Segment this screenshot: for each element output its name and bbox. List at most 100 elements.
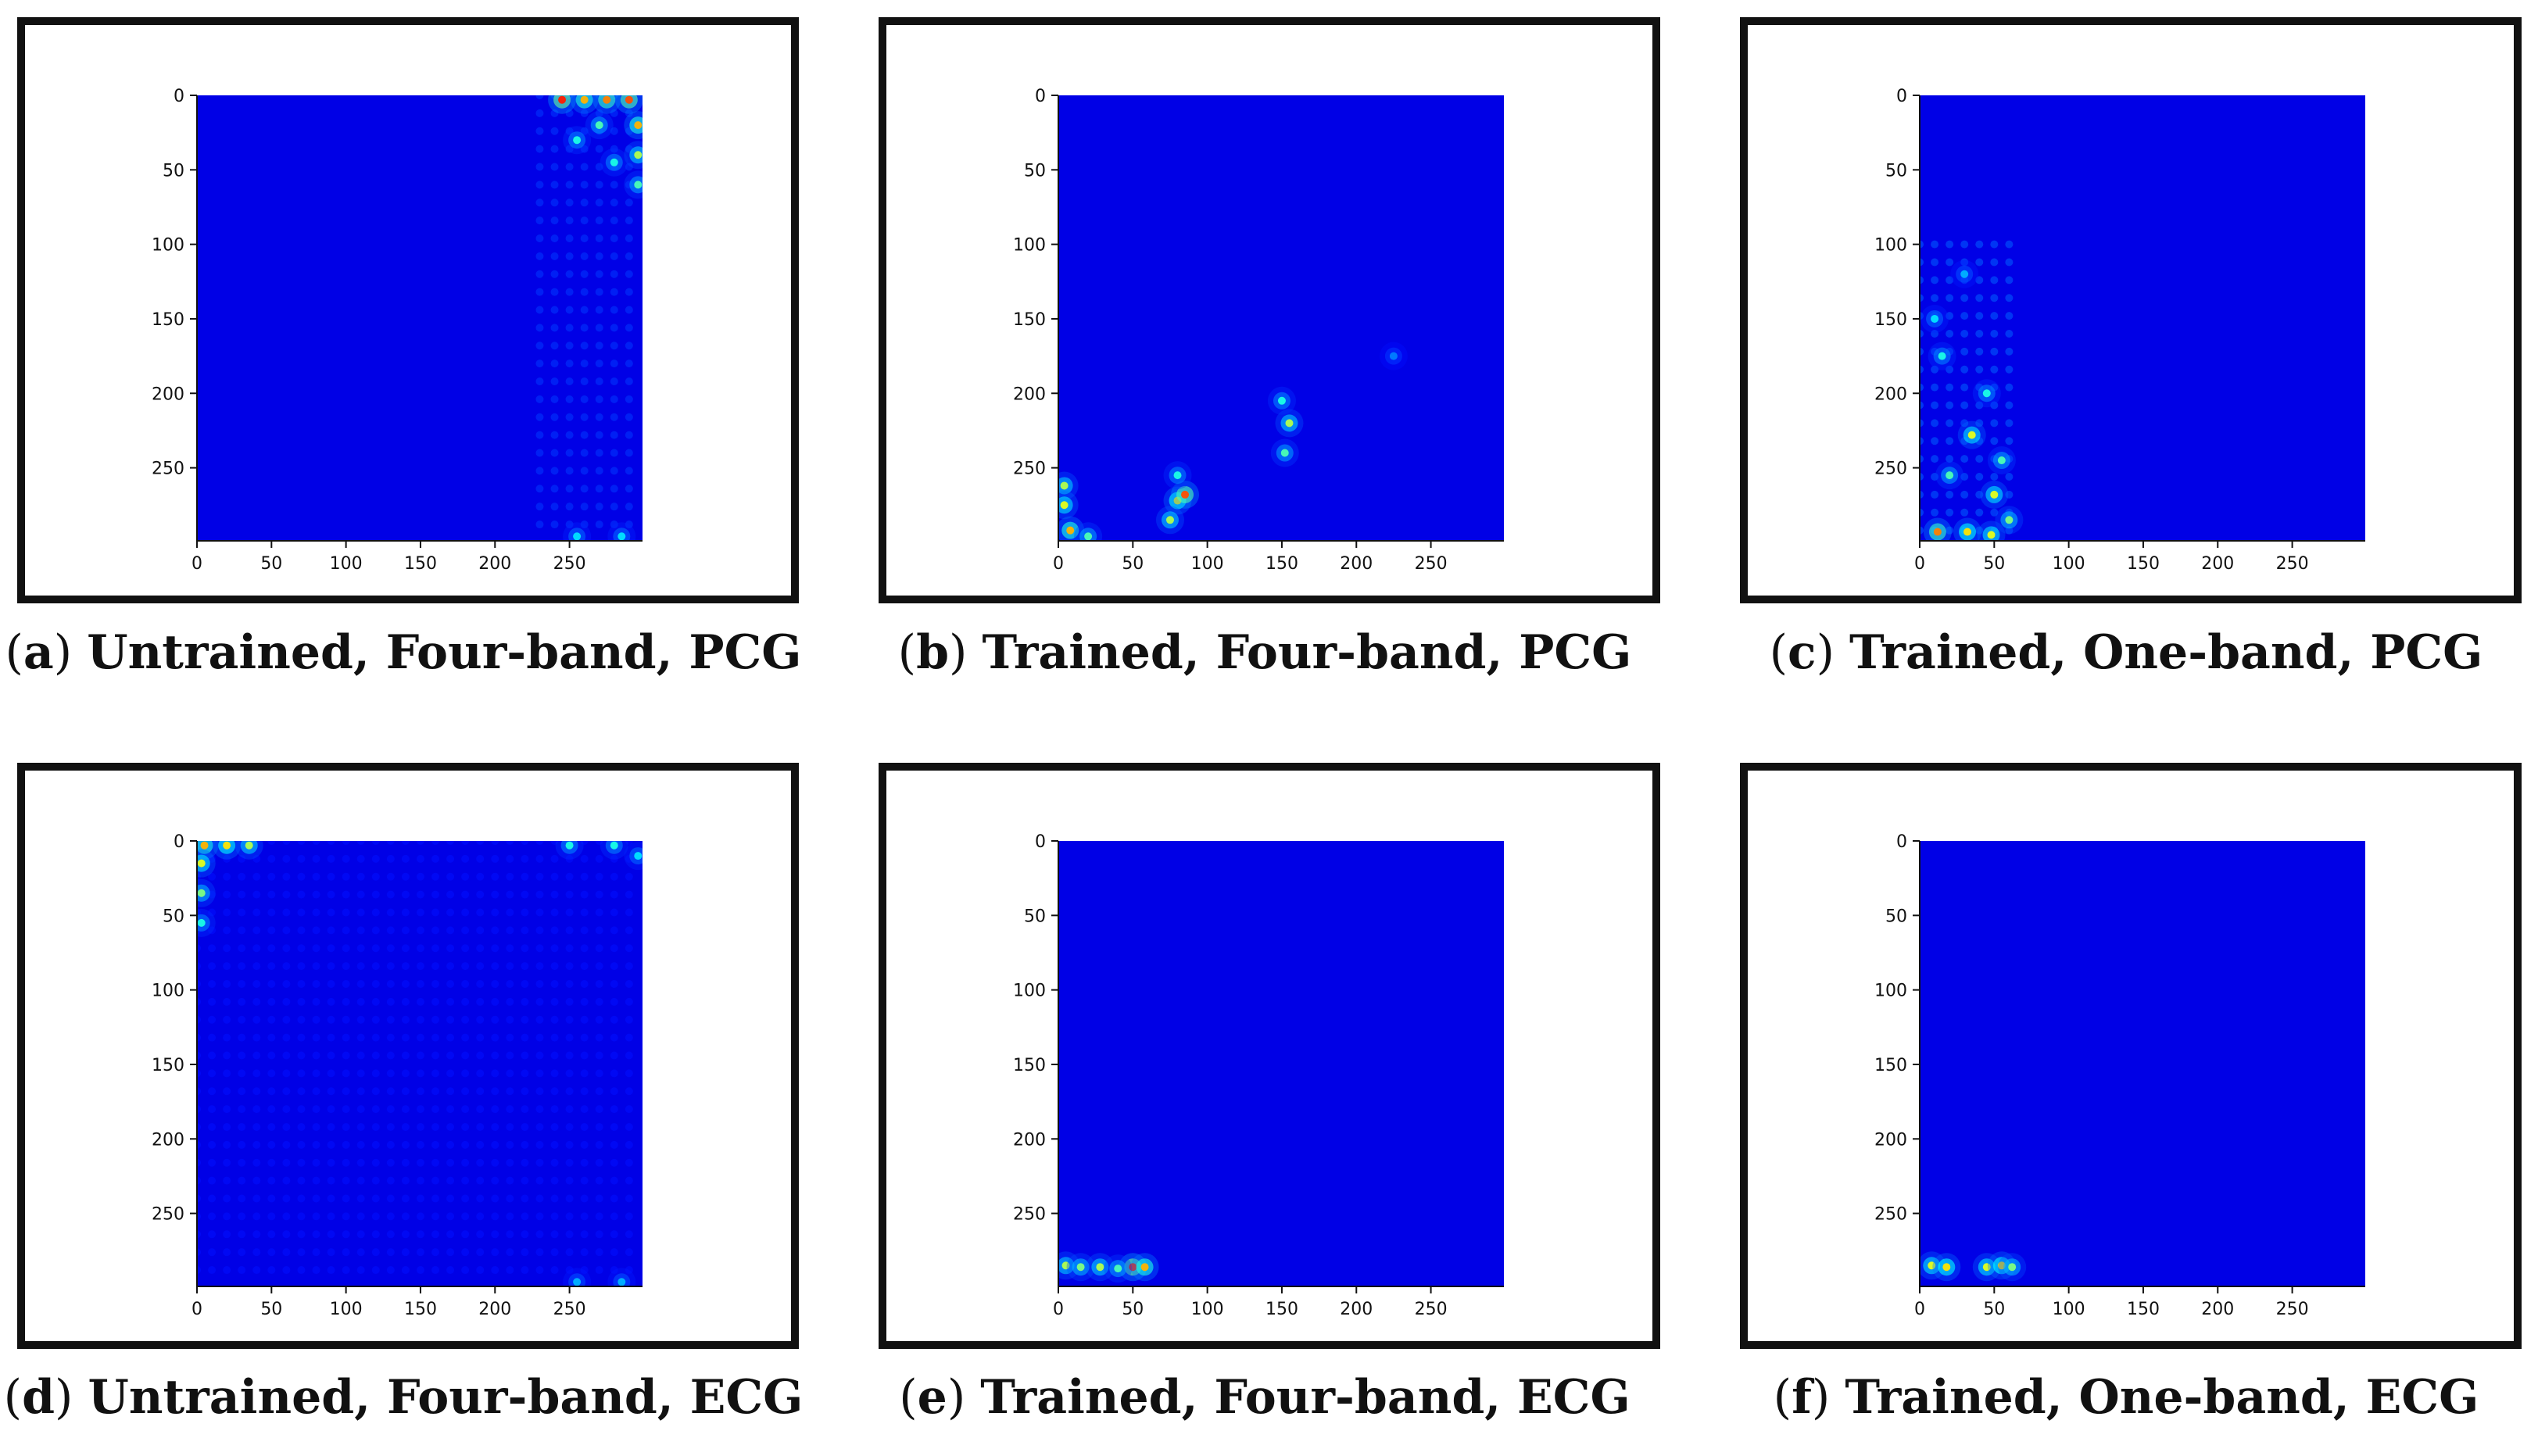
heatmap-texture-cell xyxy=(1946,401,1954,410)
heatmap-texture-cell xyxy=(297,1140,306,1149)
heatmap-hotspot xyxy=(1181,490,1190,499)
heatmap-texture-cell xyxy=(356,1051,365,1060)
heatmap-texture-cell xyxy=(565,1158,574,1167)
heatmap-texture-cell xyxy=(312,1266,320,1275)
heatmap-texture-cell xyxy=(252,962,261,971)
heatmap-texture-cell xyxy=(521,980,529,989)
heatmap-texture-cell xyxy=(595,521,603,529)
heatmap-a: 0 50 100 150 200 250 0 50 100 150 200 250 xyxy=(25,25,791,596)
heatmap-texture-cell xyxy=(506,890,514,899)
heatmap-texture-cell xyxy=(356,962,365,971)
heatmap-texture-cell xyxy=(327,926,335,935)
heatmap-texture-cell xyxy=(535,890,544,899)
heatmap-texture-cell xyxy=(297,944,306,953)
heatmap-texture-cell xyxy=(446,1087,455,1096)
heatmap-hotspot xyxy=(595,121,603,130)
heatmap-texture-cell xyxy=(401,1176,410,1185)
heatmap-texture-cell xyxy=(506,1194,514,1203)
x-tick-label: 150 xyxy=(1265,1300,1298,1319)
heatmap-texture-cell xyxy=(1931,330,1939,338)
heatmap-texture-cell xyxy=(223,908,231,917)
heatmap-texture-cell xyxy=(625,1158,633,1167)
heatmap-texture-cell xyxy=(356,1105,365,1114)
heatmap-texture-cell xyxy=(625,944,633,953)
heatmap-texture-cell xyxy=(580,908,589,917)
heatmap-texture-cell xyxy=(550,199,559,207)
heatmap-texture-cell xyxy=(461,997,470,1006)
heatmap-texture-cell xyxy=(521,1158,529,1167)
heatmap-texture-cell xyxy=(521,944,529,953)
heatmap-texture-cell xyxy=(267,1051,276,1060)
heatmap-texture-cell xyxy=(416,1248,424,1257)
heatmap-hotspot xyxy=(565,841,574,850)
heatmap-texture-cell xyxy=(595,413,603,421)
heatmap-texture-cell xyxy=(1975,276,1984,284)
heatmap-texture-cell xyxy=(342,890,350,899)
heatmap-texture-cell xyxy=(550,1176,559,1185)
heatmap-texture-cell xyxy=(342,854,350,863)
heatmap-texture-cell xyxy=(580,1158,589,1167)
heatmap-texture-cell xyxy=(342,1176,350,1185)
heatmap-texture-cell xyxy=(535,270,544,278)
heatmap-texture-cell xyxy=(535,306,544,314)
heatmap-texture-cell xyxy=(342,1140,350,1149)
heatmap-texture-cell xyxy=(535,1194,544,1203)
heatmap-texture-cell xyxy=(208,908,217,917)
heatmap-texture-cell xyxy=(476,944,485,953)
heatmap-texture-cell xyxy=(2005,258,2014,267)
heatmap-texture-cell xyxy=(580,890,589,899)
heatmap-texture-cell xyxy=(610,1105,618,1114)
heatmap-texture-cell xyxy=(208,1105,217,1114)
x-tick-label: 200 xyxy=(478,554,511,574)
heatmap-texture-cell xyxy=(1975,330,1984,338)
caption-a-letter: a xyxy=(23,625,54,680)
heatmap-texture-cell xyxy=(1946,383,1954,392)
heatmap-texture-cell xyxy=(550,306,559,314)
heatmap-texture-cell xyxy=(371,1105,380,1114)
heatmap-texture-cell xyxy=(386,1069,395,1078)
heatmap-texture-cell xyxy=(282,1069,291,1078)
heatmap-hotspot xyxy=(573,1278,582,1286)
heatmap-texture-cell xyxy=(312,1158,320,1167)
heatmap-texture-cell xyxy=(371,890,380,899)
heatmap-texture-cell xyxy=(2005,312,2014,320)
heatmap-texture-cell xyxy=(282,872,291,881)
heatmap-texture-cell xyxy=(238,1176,246,1185)
heatmap-texture-cell xyxy=(535,1158,544,1167)
heatmap-texture-cell xyxy=(580,1123,589,1132)
heatmap-texture-cell xyxy=(610,1158,618,1167)
heatmap-texture-cell xyxy=(238,854,246,863)
heatmap-texture-cell xyxy=(282,1140,291,1149)
heatmap-texture-cell xyxy=(2005,526,2014,535)
heatmap-texture-cell xyxy=(327,1123,335,1132)
heatmap-texture-cell xyxy=(371,962,380,971)
heatmap-texture-cell xyxy=(491,1069,499,1078)
heatmap-texture-cell xyxy=(252,1123,261,1132)
heatmap-hotspot xyxy=(1960,270,1969,278)
heatmap-texture-cell xyxy=(595,216,603,225)
heatmap-hotspot xyxy=(617,532,626,541)
heatmap-texture-cell xyxy=(491,1266,499,1275)
x-tick-label: 250 xyxy=(553,554,586,574)
heatmap-texture-cell xyxy=(208,1266,217,1275)
y-tick-label: 0 xyxy=(174,87,184,106)
plot-margin xyxy=(886,771,1058,1341)
heatmap-texture-cell xyxy=(252,944,261,953)
heatmap-texture-cell xyxy=(580,467,589,475)
heatmap-texture-cell xyxy=(610,1051,618,1060)
heatmap-texture-cell xyxy=(1960,347,1969,356)
heatmap-texture-cell xyxy=(1990,294,1999,302)
heatmap-texture-cell xyxy=(297,980,306,989)
heatmap-texture-cell xyxy=(327,997,335,1006)
heatmap-texture-cell xyxy=(416,980,424,989)
heatmap-texture-cell xyxy=(327,1176,335,1185)
heatmap-texture-cell xyxy=(595,199,603,207)
heatmap-texture-cell xyxy=(223,1015,231,1024)
heatmap-texture-cell xyxy=(580,216,589,225)
heatmap-texture-cell xyxy=(401,908,410,917)
heatmap-texture-cell xyxy=(476,1140,485,1149)
heatmap-texture-cell xyxy=(282,1248,291,1257)
heatmap-texture-cell xyxy=(565,216,574,225)
heatmap-texture-cell xyxy=(297,1123,306,1132)
heatmap-texture-cell xyxy=(491,1123,499,1132)
